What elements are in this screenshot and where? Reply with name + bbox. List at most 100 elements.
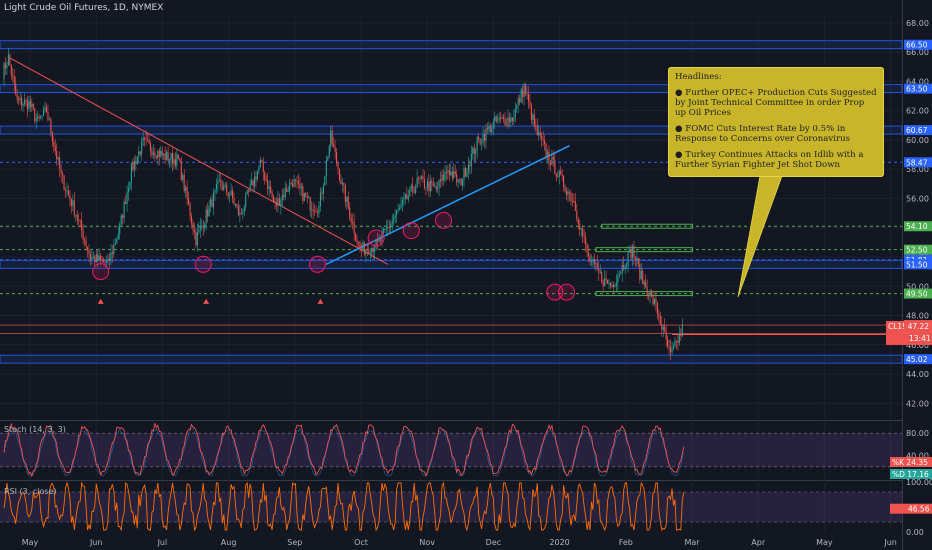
candle-body	[188, 199, 190, 205]
candle-body	[221, 186, 223, 191]
candle-body	[189, 204, 191, 217]
candle-body	[419, 178, 421, 180]
candle-body	[401, 199, 404, 205]
candle-body	[517, 98, 519, 105]
candle-body	[274, 201, 276, 203]
headlines-callout[interactable]: Headlines: ● Further OPEC+ Production Cu…	[668, 67, 884, 177]
headline-turkey: ● Turkey Continues Attacks on Idlib with…	[675, 150, 864, 170]
x-tick-label: Oct	[354, 538, 368, 547]
candle-body	[26, 100, 28, 109]
candle-body	[390, 224, 392, 228]
candle-body	[31, 104, 33, 107]
candle-body	[618, 274, 620, 277]
candle-body	[40, 116, 42, 118]
candle-body	[379, 239, 382, 242]
candle-body	[107, 258, 109, 262]
candle-body	[511, 117, 513, 122]
candle-body	[318, 205, 320, 214]
candle-body	[242, 212, 244, 214]
candle-body	[453, 171, 455, 179]
candle-body	[259, 159, 261, 167]
candle-body	[154, 152, 156, 156]
rsi-readout-tag	[890, 503, 932, 514]
candle-body	[152, 152, 154, 155]
candle-body	[18, 99, 20, 101]
candle-body	[43, 109, 45, 116]
candle-body	[571, 201, 573, 203]
candle-body	[138, 151, 140, 157]
candle-body	[526, 93, 528, 95]
candle-body	[142, 137, 144, 141]
candle-body	[375, 240, 377, 250]
pane-separator	[0, 420, 902, 421]
stoch-readout: %D 17.16	[892, 470, 929, 479]
candle-body	[69, 194, 71, 200]
candle-body	[229, 195, 231, 197]
candle-body	[258, 166, 260, 171]
candle-body	[519, 98, 521, 103]
chart-title: Light Crude Oil Futures, 1D, NYMEX	[4, 3, 164, 13]
candle-body	[504, 118, 506, 126]
candle-body	[624, 267, 626, 270]
candle-body	[308, 197, 310, 199]
candle-body	[662, 326, 664, 330]
candle-body	[450, 171, 452, 176]
candle-body	[384, 228, 386, 230]
candle-body	[133, 160, 135, 170]
candle-body	[19, 98, 21, 101]
candle-body	[174, 159, 176, 167]
candle-body	[505, 125, 508, 127]
candle-body	[168, 159, 171, 161]
candle-body	[611, 284, 613, 286]
candle-body	[103, 260, 105, 263]
candle-body	[664, 326, 666, 332]
candle-body	[608, 282, 610, 284]
trendline	[9, 57, 389, 265]
candle-body	[561, 174, 563, 176]
candle-body	[555, 174, 557, 177]
candle-body	[302, 186, 304, 201]
candle-body	[601, 272, 603, 283]
candle-body	[513, 117, 515, 122]
candle-body	[336, 152, 338, 164]
candle-body	[297, 181, 300, 184]
level-tag	[904, 39, 932, 50]
candle-body	[251, 180, 253, 185]
candle-body	[264, 172, 266, 181]
x-tick-label: May	[816, 538, 833, 547]
level-tag-label: 54.10	[906, 222, 928, 231]
candle-body	[104, 262, 106, 264]
candle-body	[587, 252, 590, 256]
candle-body	[381, 233, 383, 242]
candle-body	[646, 287, 648, 296]
candle-body	[470, 153, 472, 167]
candle-body	[626, 265, 628, 268]
candle-body	[255, 176, 257, 180]
x-tick-label: Jun	[883, 538, 897, 547]
y-tick-label: 42.00	[906, 399, 929, 408]
candle-body	[331, 130, 333, 145]
stoch-line	[3, 422, 685, 478]
level-tag-label: 51.50	[906, 260, 928, 269]
candle-body	[507, 117, 509, 126]
candle-body	[544, 140, 546, 144]
candle-body	[590, 261, 593, 263]
candle-body	[481, 142, 483, 144]
level-tag	[904, 244, 932, 255]
up-arrow-icon	[203, 298, 210, 304]
candle-body	[425, 187, 427, 189]
candle-body	[236, 204, 238, 207]
candle-body	[53, 141, 55, 147]
candle-body	[63, 175, 65, 190]
candle-body	[492, 121, 494, 128]
candle-body	[476, 136, 478, 151]
candle-body	[404, 194, 406, 199]
candle-body	[363, 242, 365, 255]
stoch-readout-tag	[890, 457, 932, 467]
candle-body	[316, 211, 319, 214]
countdown-label: 13:41	[909, 334, 931, 343]
candle-body	[234, 204, 237, 206]
candle-body	[542, 139, 544, 141]
candle-body	[155, 155, 157, 158]
